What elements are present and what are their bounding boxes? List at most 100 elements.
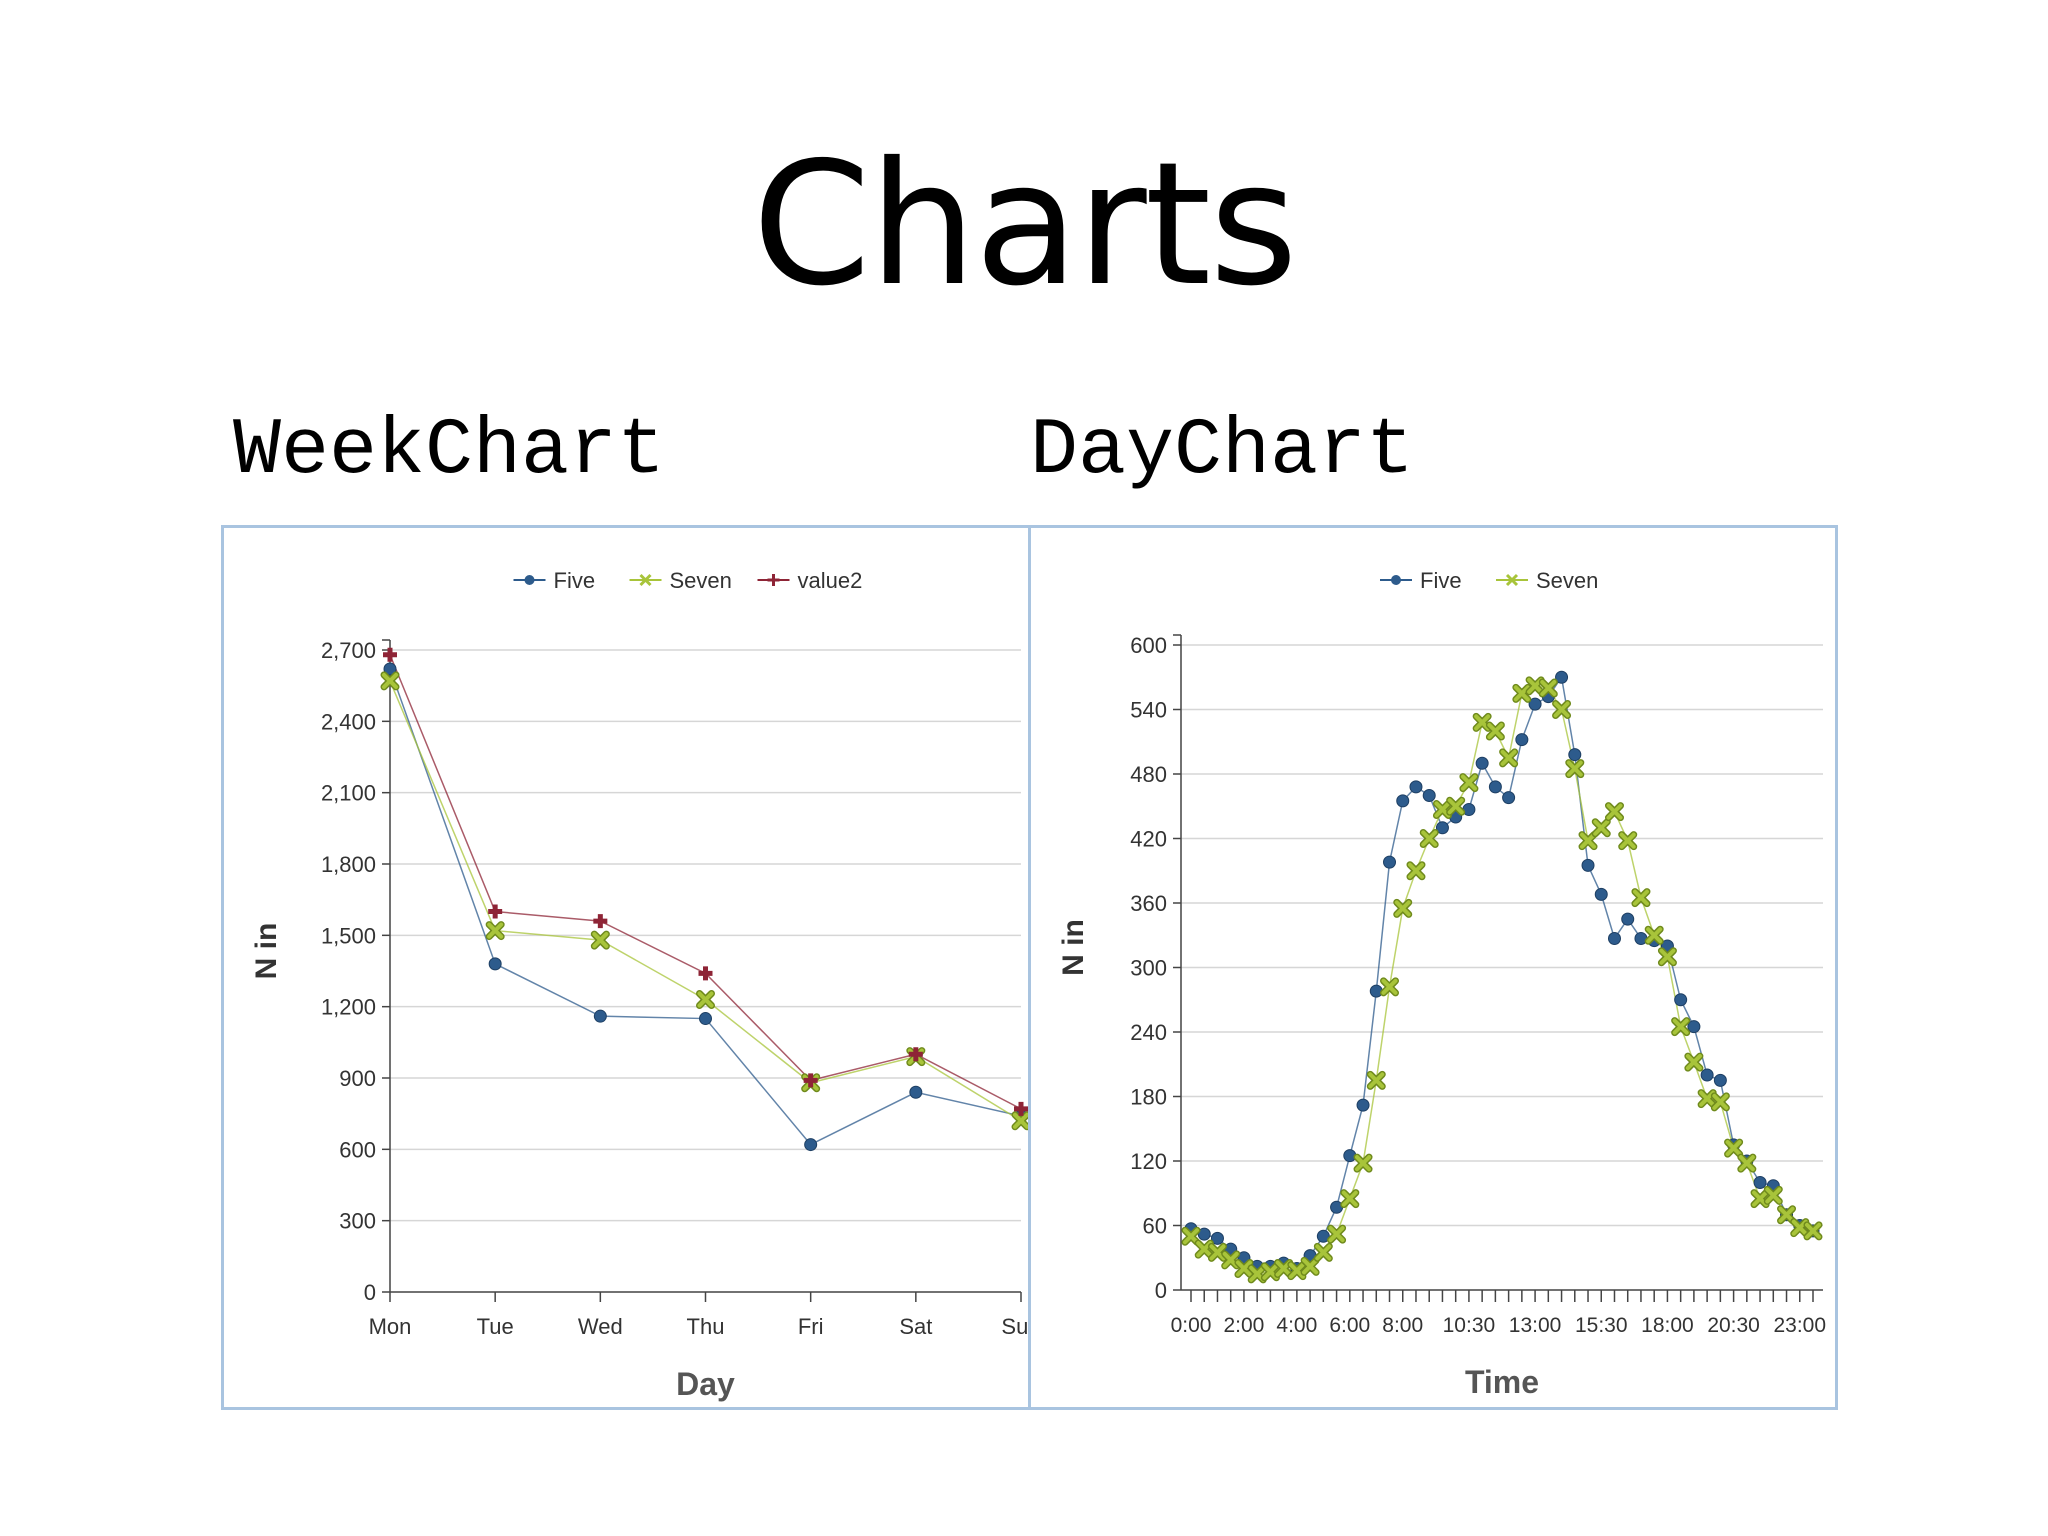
point-five	[1409, 780, 1423, 794]
point-value2	[698, 966, 713, 981]
legend-item-seven: Seven	[629, 568, 732, 593]
legend-marker	[1505, 573, 1519, 587]
point-five	[1356, 1098, 1370, 1112]
point-seven	[1300, 1256, 1320, 1276]
slide-title: Charts	[752, 126, 1298, 324]
day-chart: 0 60 120 180 240 300 360 420 480 540 600 0:00 2:00 4:…	[1057, 568, 1826, 1400]
y-tick-label: 1,800	[321, 852, 376, 877]
x-tick-label: 15:30	[1575, 1314, 1628, 1337]
day-chart-caption: DayChart	[1030, 406, 1415, 497]
x-tick-label: Wed	[578, 1314, 623, 1339]
x-tick-label: 6:00	[1329, 1314, 1370, 1337]
week-chart-panel: 0 300 600 900 1,200 1,500 1,800 2,100 2,400 2,700…	[221, 525, 1031, 1410]
x-tick-label: Thu	[687, 1314, 725, 1339]
point-five	[1607, 931, 1621, 945]
point-seven	[1803, 1221, 1823, 1241]
y-axis-label: N in	[250, 923, 283, 980]
point-seven	[1591, 818, 1611, 838]
point-five	[1422, 789, 1436, 802]
point-seven	[1446, 796, 1466, 816]
point-seven	[1710, 1092, 1730, 1112]
y-tick-label: 1,200	[321, 995, 376, 1020]
point-five	[1316, 1229, 1330, 1243]
point-seven	[1578, 831, 1598, 851]
point-value2	[593, 914, 608, 929]
x-tick-label: 20:30	[1707, 1314, 1760, 1337]
legend-marker	[524, 575, 535, 585]
legend-marker	[1391, 575, 1401, 585]
x-tick-label: 18:00	[1641, 1314, 1694, 1337]
legend-marker	[639, 573, 652, 587]
point-value2	[1014, 1101, 1028, 1116]
point-seven	[1657, 947, 1677, 967]
series-line-value2	[389, 654, 1022, 1110]
legend-item-five: Five	[1380, 568, 1462, 593]
point-five	[1435, 821, 1449, 835]
point-five	[1687, 1020, 1701, 1034]
x-tick-label: Fri	[798, 1314, 824, 1339]
point-five	[488, 957, 502, 971]
point-seven	[1366, 1070, 1386, 1090]
x-axis-label: Day	[676, 1366, 735, 1402]
point-seven	[1618, 831, 1638, 851]
point-seven	[1406, 861, 1426, 881]
point-seven	[1538, 678, 1558, 698]
y-tick-label: 300	[1130, 956, 1167, 981]
y-tick-label: 0	[1155, 1278, 1167, 1303]
point-five	[1502, 791, 1516, 805]
point-seven	[1207, 1242, 1227, 1262]
x-tick-label: 10:30	[1443, 1314, 1496, 1337]
legend-label: Five	[1420, 568, 1462, 593]
point-seven	[1777, 1205, 1797, 1225]
point-seven	[1644, 925, 1664, 945]
point-five	[1568, 748, 1582, 762]
y-tick-label: 600	[1130, 633, 1167, 658]
point-seven	[1631, 888, 1651, 908]
point-five	[1197, 1227, 1211, 1241]
x-tick-label: 13:00	[1509, 1314, 1562, 1337]
point-five	[1555, 670, 1569, 684]
point-five	[1753, 1176, 1767, 1189]
y-tick-label: 1,500	[321, 923, 376, 948]
series-line-seven	[389, 680, 1022, 1122]
point-seven	[1472, 712, 1492, 732]
point-seven	[485, 921, 505, 941]
point-seven	[1234, 1259, 1254, 1278]
y-tick-label: 240	[1130, 1020, 1167, 1045]
x-tick-label: 0:00	[1171, 1314, 1212, 1337]
point-seven	[590, 930, 610, 950]
x-tick-label: 8:00	[1382, 1314, 1423, 1337]
x-tick-label: 2:00	[1223, 1314, 1264, 1337]
legend-label: value2	[798, 568, 863, 593]
y-tick-label: 300	[339, 1209, 376, 1234]
point-seven	[1499, 748, 1519, 768]
point-five	[383, 662, 397, 676]
y-tick-label: 0	[364, 1280, 376, 1305]
point-seven	[1221, 1250, 1241, 1270]
x-tick-label: 4:00	[1276, 1314, 1317, 1337]
x-tick-label: Sun	[1001, 1314, 1028, 1339]
point-five	[909, 1085, 923, 1099]
point-five	[1475, 756, 1489, 770]
y-axis-label: N in	[1057, 919, 1090, 976]
y-tick-label: 480	[1130, 762, 1167, 787]
point-five	[1581, 858, 1595, 872]
y-tick-label: 900	[339, 1066, 376, 1091]
point-seven	[1340, 1189, 1360, 1209]
point-seven	[1512, 683, 1532, 703]
point-five	[1674, 993, 1688, 1007]
point-seven	[1737, 1153, 1757, 1173]
point-five	[1621, 912, 1635, 926]
point-seven	[1327, 1224, 1347, 1244]
legend: Five Seven	[1380, 568, 1598, 593]
point-seven	[1671, 1017, 1691, 1037]
point-seven	[1684, 1052, 1704, 1072]
legend-item-seven: Seven	[1496, 568, 1598, 593]
point-seven	[1313, 1242, 1333, 1262]
y-tick-label: 600	[339, 1137, 376, 1162]
y-tick-label: 360	[1130, 891, 1167, 916]
week-chart: 0 300 600 900 1,200 1,500 1,800 2,100 2,400 2,700…	[250, 568, 1028, 1402]
point-seven	[1419, 829, 1439, 848]
point-seven	[1724, 1138, 1744, 1158]
point-seven	[1485, 721, 1505, 741]
